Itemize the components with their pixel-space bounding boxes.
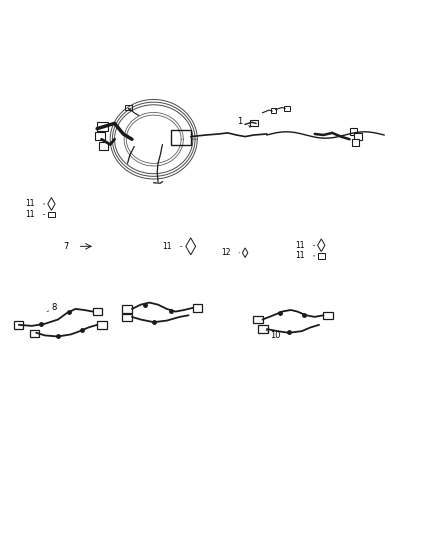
FancyBboxPatch shape [122,305,132,313]
Text: 11: 11 [295,252,305,261]
Text: 11: 11 [25,210,35,219]
FancyBboxPatch shape [48,212,55,217]
FancyBboxPatch shape [271,109,276,114]
Text: 11: 11 [295,241,305,250]
Text: 10: 10 [270,331,280,340]
FancyBboxPatch shape [318,253,325,259]
FancyBboxPatch shape [251,119,258,126]
FancyBboxPatch shape [171,130,191,144]
FancyBboxPatch shape [284,106,290,111]
Text: 7: 7 [64,242,69,251]
Text: 11: 11 [25,199,35,208]
FancyBboxPatch shape [253,316,262,323]
FancyBboxPatch shape [352,139,359,146]
FancyBboxPatch shape [95,132,105,140]
FancyBboxPatch shape [354,133,362,140]
FancyBboxPatch shape [93,308,102,316]
FancyBboxPatch shape [99,142,108,150]
FancyBboxPatch shape [323,312,333,319]
Text: 8: 8 [51,303,57,312]
FancyBboxPatch shape [30,329,39,337]
FancyBboxPatch shape [14,321,23,328]
FancyBboxPatch shape [125,105,131,110]
FancyBboxPatch shape [122,314,132,321]
FancyBboxPatch shape [97,122,108,131]
Text: 12: 12 [221,248,231,257]
FancyBboxPatch shape [350,127,357,135]
Text: 11: 11 [162,242,172,251]
Text: 1: 1 [237,117,243,126]
FancyBboxPatch shape [258,325,268,333]
FancyBboxPatch shape [193,304,202,312]
FancyBboxPatch shape [97,321,107,328]
